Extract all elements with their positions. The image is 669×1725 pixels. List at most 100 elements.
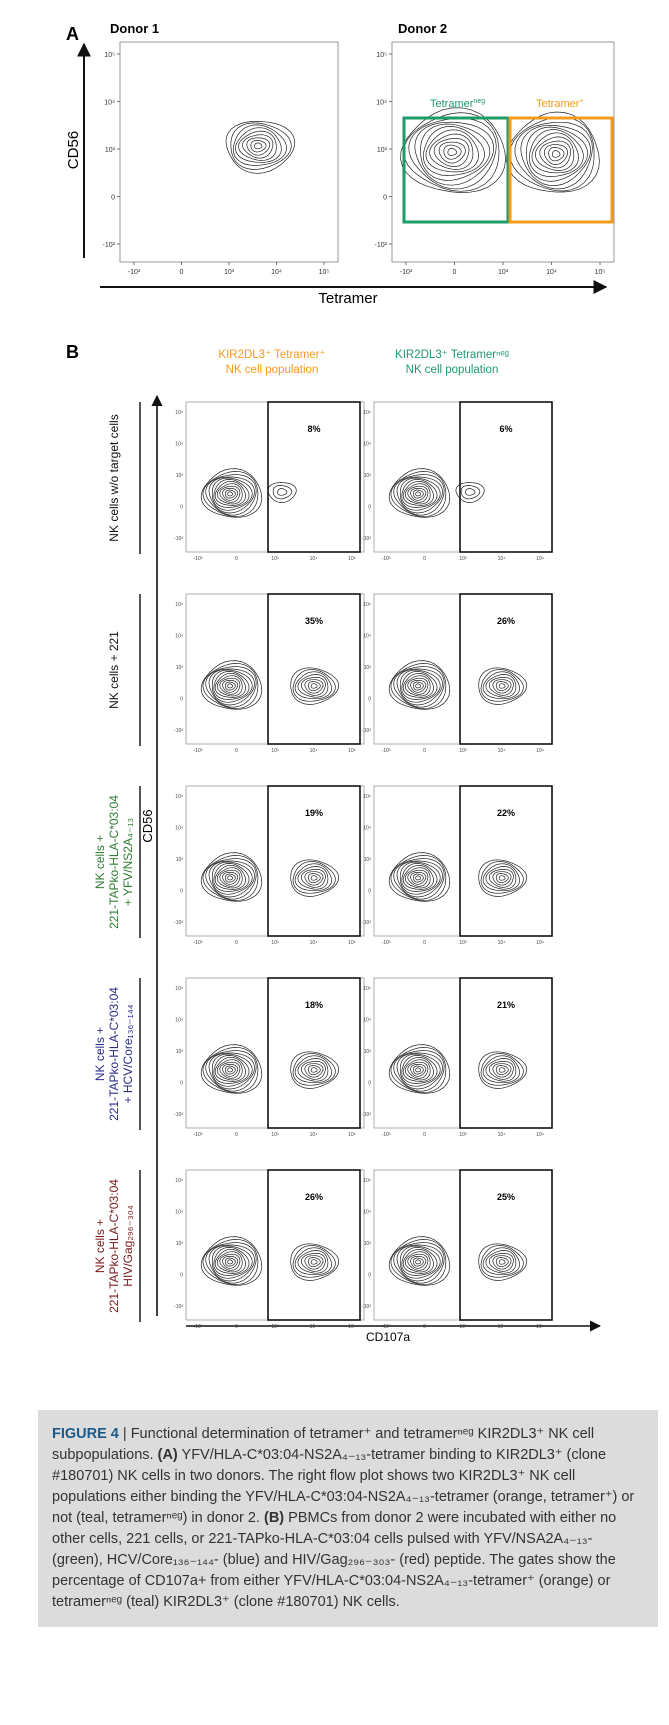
contour-line: [213, 1247, 250, 1276]
plot-tetramer-pos: 10⁵ 10⁴ 10³ 0 -10² -10³ 0 10³ 10⁴ 10⁵ 26%: [174, 1169, 365, 1330]
contour-line: [443, 144, 462, 160]
contour-line: [211, 1053, 253, 1087]
x-tick-label: 10⁴: [271, 269, 282, 276]
contour: [388, 468, 485, 518]
y-tick-label: -10²: [375, 242, 388, 249]
contour-line: [433, 137, 470, 167]
panel-a-x-axis-label: Tetramer: [318, 290, 377, 307]
contour-line: [478, 667, 528, 705]
contour-line: [539, 140, 571, 169]
gate-percentage: 26%: [305, 1192, 323, 1202]
contour-line: [548, 147, 565, 162]
contour-line: [227, 1259, 233, 1265]
x-tick-label: -10³: [382, 748, 391, 754]
contour-line: [211, 669, 253, 703]
contour-line: [412, 873, 424, 883]
contour-line: [202, 471, 259, 517]
contour: [388, 852, 528, 902]
caption-title: Functional determination of tetramer⁺ an…: [52, 1426, 595, 1463]
contour-line: [216, 1059, 243, 1081]
row-label: NK cells +221-TAPko-HLA-C*03:04+ YFV/NS2…: [93, 795, 135, 929]
row-label: NK cells w/o target cells: [107, 414, 121, 541]
contour-line: [388, 660, 451, 710]
x-tick-label: 10³: [224, 269, 235, 276]
y-tick-label: 0: [180, 889, 183, 895]
x-tick-label: 0: [423, 940, 426, 946]
contour-line: [396, 1244, 443, 1282]
contour-line: [222, 488, 239, 501]
contour-line: [390, 1239, 447, 1285]
contour-line: [294, 863, 332, 892]
contour-line: [498, 875, 506, 881]
contour: [200, 660, 340, 710]
contour-line: [401, 479, 438, 508]
contour-line: [211, 1245, 253, 1279]
contour-line: [478, 1051, 528, 1089]
donor2-plot: 10⁵ 10⁴ 10³ 0 -10² -10³ 0 10³ 10⁴ 10⁵ Tetramerne…: [375, 41, 615, 276]
contour-line: [222, 680, 239, 693]
gate-percentage: 25%: [497, 1192, 515, 1202]
contour-line: [219, 677, 241, 695]
contour-line: [227, 875, 233, 881]
contour-line: [399, 861, 441, 895]
y-tick-label: 10⁵: [363, 410, 371, 416]
contour-line: [455, 482, 485, 503]
contour-line: [232, 124, 287, 166]
contour-line: [224, 1065, 236, 1075]
y-tick-label: 10⁵: [363, 794, 371, 800]
x-tick-label: 10⁵: [319, 269, 330, 276]
x-tick-label: 10⁵: [348, 1324, 356, 1330]
contour-line: [415, 875, 421, 881]
contour-line: [404, 1251, 431, 1273]
gate-percentage: 26%: [497, 616, 515, 626]
contour-line: [407, 1061, 429, 1079]
contour-line: [410, 872, 427, 885]
contour-line: [224, 681, 236, 691]
row-label-line: HIV/Gag₂₉₆₋₃₀₄: [121, 1205, 135, 1286]
contour-line: [495, 873, 509, 884]
panel-b-x-axis-label: CD107a: [366, 1330, 410, 1344]
contour-line: [412, 1257, 424, 1267]
plot-frame: [185, 977, 365, 1129]
contour-line: [412, 489, 424, 499]
x-tick-label: -10³: [194, 940, 203, 946]
contour-line: [246, 137, 271, 156]
donor1-title: Donor 1: [110, 21, 159, 36]
contour-line: [415, 491, 421, 497]
contour-line: [205, 1050, 257, 1092]
y-tick-label: 10⁴: [175, 826, 183, 832]
x-tick-label: 10⁴: [310, 1132, 318, 1138]
contour-line: [520, 124, 591, 186]
plot-tetramer-pos: 10⁵ 10⁴ 10³ 0 -10² -10³ 0 10³ 10⁴ 10⁵ 35%: [174, 593, 365, 754]
y-tick-label: 10³: [176, 1049, 184, 1055]
x-tick-label: 10³: [271, 1324, 279, 1330]
x-tick-label: 10³: [271, 556, 279, 562]
contour-line: [393, 666, 445, 708]
contour-line: [292, 1053, 336, 1086]
row-label-line: 221-TAPko-HLA-C*03:04: [107, 1179, 121, 1313]
row-label-line: 221-TAPko-HLA-C*03:04: [107, 987, 121, 1121]
y-tick-label: 0: [180, 505, 183, 511]
cd107a-gate: [459, 401, 553, 553]
contour-line: [208, 668, 255, 706]
x-tick-label: -10³: [194, 1132, 203, 1138]
contour: [200, 852, 340, 902]
y-tick-label: 10⁵: [363, 986, 371, 992]
y-tick-label: 10⁴: [363, 1210, 371, 1216]
y-tick-label: 10⁵: [376, 52, 387, 59]
contour: [388, 1044, 528, 1094]
cd107a-gate: [459, 1169, 553, 1321]
y-tick-label: -10²: [362, 1112, 371, 1118]
donor2-title: Donor 2: [398, 21, 447, 36]
contour-line: [390, 1047, 447, 1093]
contour-line: [304, 679, 324, 694]
contour-line: [425, 129, 479, 173]
y-tick-label: 0: [368, 1081, 371, 1087]
contour-line: [488, 1060, 514, 1080]
contour-line: [407, 485, 429, 503]
contour-line: [514, 121, 593, 190]
x-tick-label: -10³: [128, 269, 141, 276]
contour-line: [492, 1063, 512, 1078]
contour-line: [492, 871, 512, 886]
x-tick-label: 0: [235, 556, 238, 562]
